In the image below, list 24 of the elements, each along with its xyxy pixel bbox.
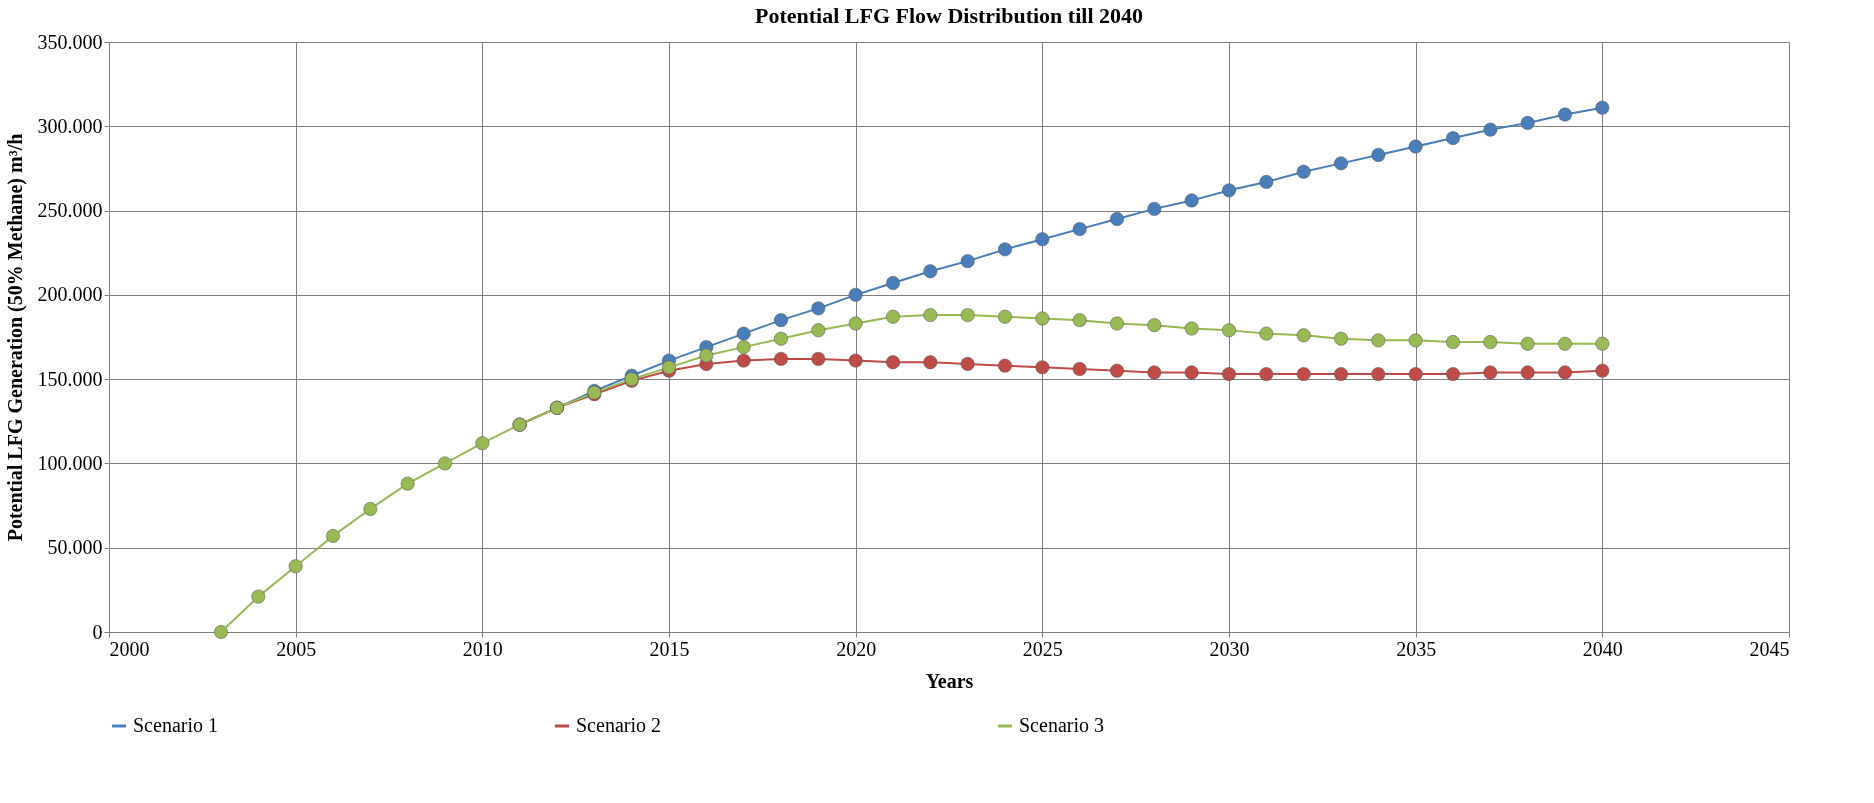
x-tick-label: 2010	[462, 637, 503, 660]
legend-label: Scenario 1	[133, 714, 218, 736]
legend-label: Scenario 2	[576, 714, 661, 736]
y-axis-title: Potential LFG Generation (50% Methane) m³/h	[3, 133, 27, 542]
x-tick-label: 2005	[276, 637, 317, 660]
y-tick-label: 250.000	[37, 199, 103, 222]
x-axis-title: Years	[925, 669, 974, 692]
y-tick-label: 150.000	[37, 367, 103, 390]
chart-title: Potential LFG Flow Distribution till 2040	[754, 3, 1144, 28]
x-tick-label: 2025	[1022, 637, 1063, 660]
x-tick-label: 2045	[1749, 637, 1790, 660]
x-tick-label: 2030	[1209, 637, 1250, 660]
y-tick-label: 100.000	[37, 451, 103, 474]
y-tick-label: 350.000	[37, 30, 103, 53]
y-tick-label: 50.000	[47, 536, 103, 559]
x-tick-label: 2035	[1396, 637, 1437, 660]
x-tick-label: 2020	[836, 637, 877, 660]
y-tick-label: 200.000	[37, 283, 103, 306]
y-tick-label: 300.000	[37, 114, 103, 137]
x-tick-label: 2040	[1582, 637, 1623, 660]
legend-label: Scenario 3	[1019, 714, 1104, 736]
x-tick-label: 2000	[109, 637, 150, 660]
y-tick-label: 0	[92, 620, 103, 643]
x-tick-label: 2015	[649, 637, 690, 660]
